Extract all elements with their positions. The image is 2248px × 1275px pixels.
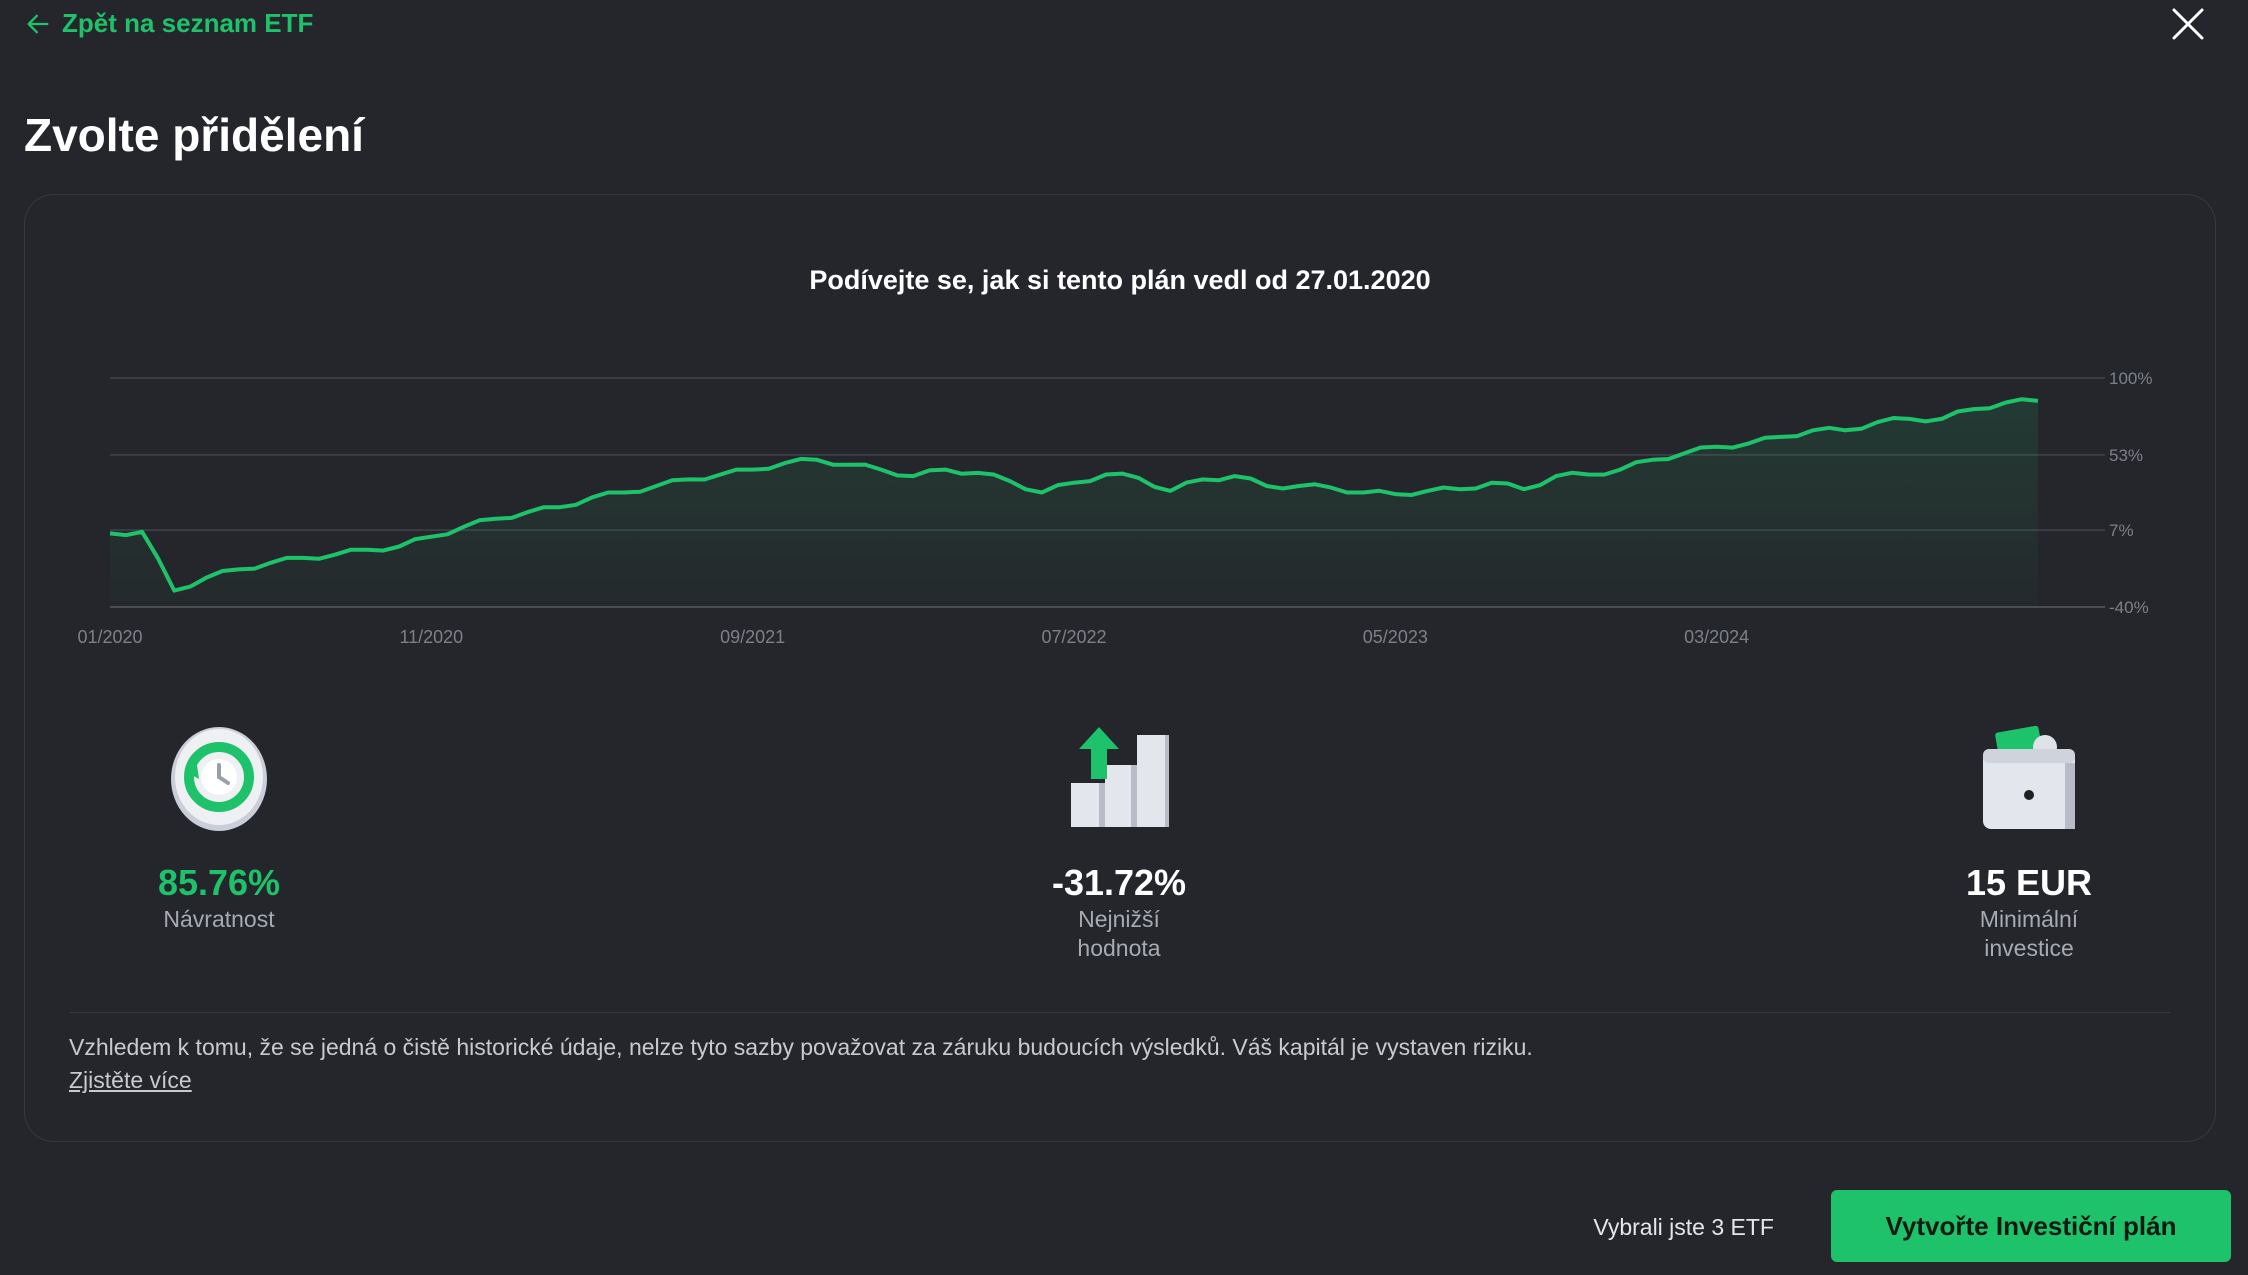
lowest-value: -31.72% <box>1051 862 1187 903</box>
back-to-etf-list-link[interactable]: Zpět na seznam ETF <box>24 8 313 39</box>
divider <box>69 1012 2171 1013</box>
selected-etf-count: Vybrali jste 3 ETF <box>1593 1214 1774 1240</box>
risk-disclaimer: Vzhledem k tomu, že se jedná o čistě his… <box>69 1031 1533 1097</box>
page-title: Zvolte přidělení <box>24 109 364 161</box>
learn-more-link[interactable]: Zjistěte více <box>69 1067 192 1093</box>
x-tick-label: 01/2020 <box>77 627 142 647</box>
stat-minimum-investment: 15 EUR Minimální investice <box>1899 725 2159 963</box>
y-tick-label: -40% <box>2109 598 2149 617</box>
chart-series-line <box>109 397 2039 593</box>
y-tick-label: 100% <box>2109 369 2152 388</box>
performance-card: Podívejte se, jak si tento plán vedl od … <box>24 194 2216 1142</box>
chart-title: Podívejte se, jak si tento plán vedl od … <box>809 265 1431 295</box>
arrow-left-icon <box>27 14 49 33</box>
bar-chart-arrow-icon <box>1071 727 1169 827</box>
x-tick-label: 11/2020 <box>399 627 463 647</box>
performance-line-chart: 100% 53% 7% -40% 01/2020 11/2020 09/2021 07/202… <box>77 369 2152 647</box>
x-tick-label: 07/2022 <box>1041 627 1106 647</box>
create-investment-plan-button[interactable]: Vytvořte Investiční plán <box>1831 1190 2231 1262</box>
back-link-label: Zpět na seznam ETF <box>62 8 314 38</box>
stat-return: 85.76% Návratnost <box>89 725 349 934</box>
close-icon[interactable] <box>2168 4 2208 44</box>
return-label: Návratnost <box>163 906 275 932</box>
chart-area-fill <box>110 399 2038 607</box>
lowest-value-label: Nejnižší hodnota <box>1077 906 1161 961</box>
y-tick-label: 7% <box>2109 521 2134 540</box>
wallet-icon <box>1983 725 2075 829</box>
x-tick-label: 09/2021 <box>720 627 785 647</box>
return-value: 85.76% <box>157 862 281 903</box>
x-tick-label: 03/2024 <box>1684 627 1749 647</box>
disclaimer-text: Vzhledem k tomu, že se jedná o čistě his… <box>69 1034 1533 1060</box>
x-tick-label: 05/2023 <box>1363 627 1428 647</box>
y-tick-label: 53% <box>2109 446 2143 465</box>
stat-lowest-value: -31.72% Nejnižší hodnota <box>989 725 1249 963</box>
minimum-investment-label: Minimální investice <box>1979 906 2079 961</box>
minimum-investment-value: 15 EUR <box>1965 862 2093 903</box>
clock-arrows-icon <box>171 727 267 831</box>
